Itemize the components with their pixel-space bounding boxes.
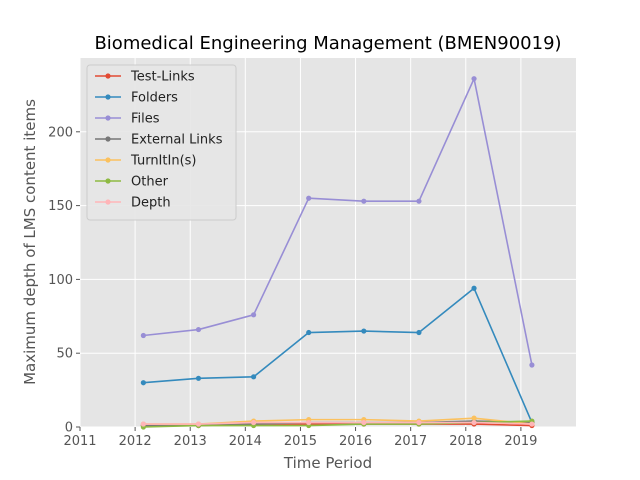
legend-label: External Links [131,133,223,148]
x-axis-label: Time Period [283,454,372,472]
legend-item: External Links [95,133,223,148]
data-point [529,421,535,427]
data-point [529,362,535,368]
legend-swatch-marker [105,94,111,100]
data-point [140,421,146,427]
legend-swatch-marker [105,178,111,184]
legend-label: Files [131,112,160,127]
y-tick-label: 0 [65,421,73,436]
legend: Test-Links Folders Files External Links Turn… [86,64,237,221]
legend-item: TurnItIn(s) [95,154,196,169]
x-tick-label: 2013 [174,434,207,449]
series-line [143,287,533,423]
legend-label: Test-Links [130,70,195,85]
x-tick-label: 2018 [449,434,482,449]
data-point [306,195,312,201]
legend-swatch-marker [105,199,111,205]
data-point [306,419,312,426]
x-tick-label: 2016 [339,434,372,449]
legend-item: Depth [95,196,171,211]
series-line [143,77,533,366]
data-point [416,198,422,204]
chart-title: Biomedical Engineering Management (BMEN9… [94,33,561,54]
legend-label: TurnItIn(s) [130,154,196,169]
y-axis-label: Maximum depth of LMS content items [21,99,39,385]
data-point [471,419,477,426]
x-tick-label: 2014 [229,434,262,449]
data-point [361,198,367,204]
series-line [143,421,532,425]
x-tick-label: 2012 [119,434,152,449]
data-point [361,419,367,426]
legend-label: Folders [131,91,178,106]
x-tick-label: 2011 [63,434,96,449]
data-point [195,421,202,427]
data-point [251,419,257,426]
y-tick-label: 50 [56,347,73,362]
legend-swatch-marker [105,136,111,142]
legend-frame [86,64,237,221]
series-files [140,76,535,368]
legend-item: Folders [95,91,178,106]
data-point [306,329,312,336]
legend-item: Test-Links [95,70,195,85]
series-lines [140,76,535,430]
data-point [251,374,257,380]
data-point [195,375,202,381]
y-tick-label: 100 [48,273,73,288]
legend-item: Other [95,175,169,190]
data-point [361,328,367,334]
data-point [416,329,422,336]
data-point [416,419,422,426]
axis-ticks: 2011 2012 2013 2014 2015 2016 2017 2018 2019 0 50 1… [48,125,537,449]
data-point [471,415,477,421]
legend-label: Other [131,175,169,190]
data-point [140,380,146,386]
legend-swatch-marker [105,73,111,79]
legend-label: Depth [131,196,171,211]
x-tick-label: 2019 [504,434,537,449]
data-point [251,312,257,318]
x-tick-label: 2017 [394,434,427,449]
data-point [140,332,146,339]
y-tick-label: 200 [48,125,73,140]
x-tick-label: 2015 [284,434,317,449]
y-tick-label: 150 [48,199,73,214]
data-point [471,285,477,291]
data-point [195,326,202,333]
legend-item: Files [95,112,160,127]
legend-swatch-marker [105,115,111,121]
data-point [471,76,477,82]
series-depth [140,419,535,427]
legend-swatch-marker [105,157,111,163]
